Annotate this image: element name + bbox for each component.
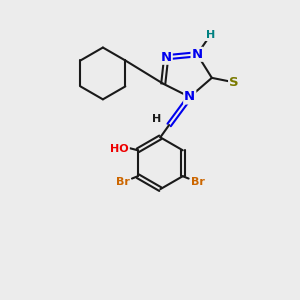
Text: N: N [191, 48, 203, 61]
Text: S: S [229, 76, 239, 89]
Text: Br: Br [116, 176, 130, 187]
Text: N: N [160, 51, 172, 64]
Text: HO: HO [110, 144, 129, 154]
Text: Br: Br [191, 176, 205, 187]
Text: H: H [206, 30, 215, 40]
Text: N: N [184, 91, 195, 103]
Text: H: H [152, 114, 161, 124]
